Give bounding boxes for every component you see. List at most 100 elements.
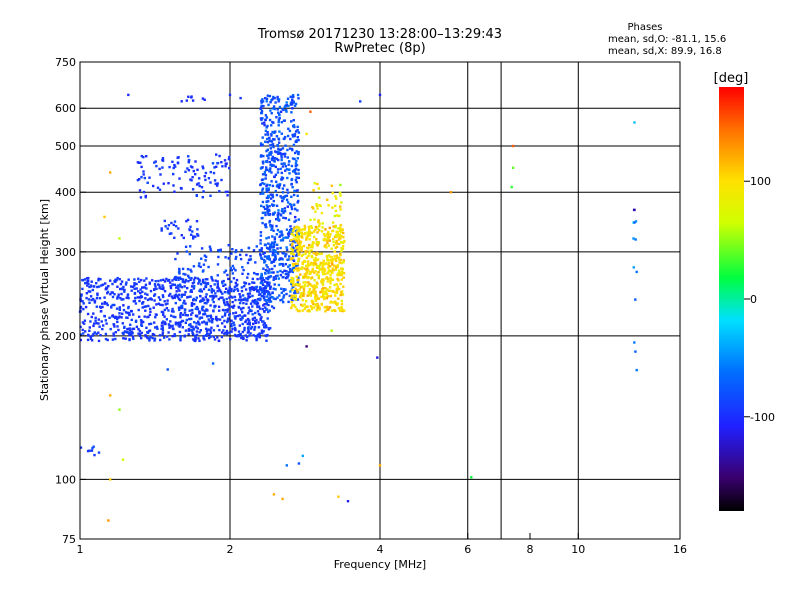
- data-point: [158, 286, 161, 290]
- data-point: [207, 314, 210, 318]
- data-point: [251, 313, 254, 316]
- data-point: [340, 293, 343, 297]
- data-point: [131, 332, 134, 335]
- data-point: [295, 275, 299, 278]
- data-point: [288, 129, 292, 133]
- data-point: [272, 271, 275, 274]
- data-point: [335, 197, 338, 200]
- data-point: [179, 339, 182, 342]
- data-point: [193, 285, 196, 288]
- data-point: [92, 445, 95, 448]
- data-point: [116, 276, 119, 280]
- data-point: [261, 98, 264, 101]
- data-point: [214, 304, 217, 308]
- data-point: [224, 303, 227, 307]
- data-point: [116, 317, 119, 321]
- data-point: [305, 345, 308, 348]
- data-point: [327, 254, 331, 257]
- data-point: [166, 227, 169, 230]
- data-point: [236, 287, 239, 291]
- data-point: [272, 212, 275, 215]
- data-point: [317, 187, 321, 190]
- data-point: [202, 313, 205, 316]
- data-point: [123, 325, 126, 329]
- data-point: [262, 258, 266, 262]
- data-point: [110, 305, 113, 308]
- data-point: [192, 327, 195, 330]
- data-point: [188, 252, 191, 256]
- data-point: [268, 169, 272, 172]
- data-point: [120, 280, 124, 283]
- data-point: [331, 191, 334, 195]
- chart-title-line2: RwPretec (8p): [334, 41, 426, 56]
- data-point: [333, 255, 336, 258]
- data-point: [272, 159, 276, 162]
- data-point: [209, 335, 212, 338]
- data-point: [192, 333, 195, 336]
- data-point: [220, 161, 223, 164]
- data-point: [257, 293, 261, 296]
- data-point: [156, 327, 159, 330]
- data-point: [93, 322, 96, 325]
- data-point: [149, 289, 153, 293]
- data-point: [200, 257, 203, 260]
- data-point: [269, 147, 272, 150]
- data-point: [230, 324, 233, 328]
- data-point: [231, 300, 234, 304]
- data-point: [93, 301, 97, 304]
- data-point: [179, 313, 182, 317]
- data-point: [259, 298, 262, 301]
- data-point: [294, 178, 298, 182]
- data-point: [271, 296, 274, 299]
- data-point: [216, 182, 219, 185]
- data-point: [113, 303, 116, 307]
- data-point: [172, 315, 175, 318]
- data-point: [300, 249, 303, 252]
- data-point: [223, 159, 227, 162]
- data-point: [292, 269, 296, 272]
- data-point: [292, 237, 295, 241]
- data-point: [198, 339, 201, 342]
- data-point: [291, 281, 295, 285]
- data-point: [211, 279, 214, 282]
- data-point: [79, 310, 82, 313]
- data-point: [286, 236, 289, 239]
- data-point: [212, 171, 216, 175]
- data-point: [303, 224, 306, 228]
- data-point: [194, 235, 197, 238]
- data-point: [138, 189, 142, 192]
- data-point: [315, 294, 318, 297]
- data-point: [91, 447, 94, 450]
- data-point: [281, 191, 285, 194]
- data-point: [278, 151, 281, 155]
- data-point: [272, 493, 276, 496]
- data-point: [288, 264, 291, 267]
- data-point: [316, 207, 319, 210]
- data-point: [254, 288, 258, 291]
- data-point: [162, 320, 165, 323]
- data-point: [287, 265, 290, 268]
- data-point: [195, 194, 198, 197]
- data-point: [191, 176, 194, 179]
- data-point: [267, 157, 270, 160]
- data-point: [292, 253, 295, 256]
- data-point: [144, 194, 147, 198]
- data-point: [211, 294, 214, 298]
- data-point: [127, 296, 130, 300]
- data-point: [123, 290, 126, 293]
- data-point: [160, 324, 163, 327]
- data-point: [79, 338, 82, 342]
- data-point: [267, 154, 270, 157]
- data-point: [249, 255, 252, 258]
- data-point: [261, 173, 265, 176]
- data-point: [292, 283, 296, 286]
- data-point: [291, 135, 295, 138]
- data-point: [279, 239, 283, 242]
- data-point: [294, 298, 298, 301]
- data-point: [174, 321, 178, 324]
- data-point: [122, 285, 125, 289]
- data-point: [313, 271, 316, 274]
- data-point: [259, 183, 262, 187]
- y-axis-label: Stationary phase Virtual Height [km]: [38, 199, 51, 401]
- data-point: [295, 150, 298, 153]
